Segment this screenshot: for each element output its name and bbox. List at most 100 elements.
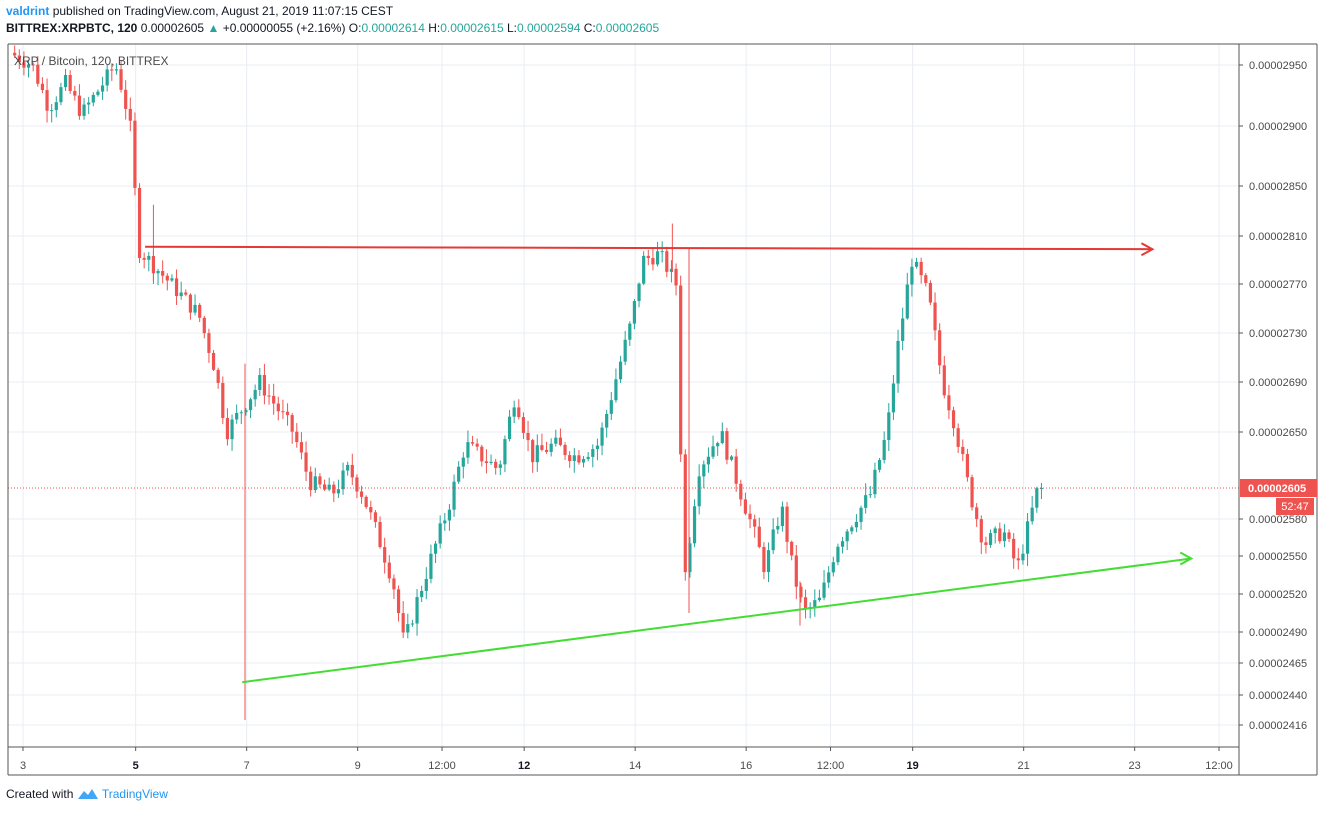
candle-body [276, 403, 280, 412]
candle-body [68, 75, 72, 91]
candle-body [956, 428, 960, 447]
candle [720, 422, 724, 445]
candle [193, 294, 197, 316]
candle [54, 96, 58, 118]
candle-body [605, 413, 609, 428]
candle-body [919, 261, 923, 276]
candle [207, 328, 211, 363]
candle [489, 454, 493, 465]
candle [341, 462, 345, 495]
x-tick-label: 21 [1018, 760, 1030, 772]
candle [632, 299, 637, 330]
candle-body [743, 499, 748, 514]
candle [512, 400, 516, 424]
candle [369, 500, 373, 520]
candle-body [494, 461, 498, 468]
candle-body [258, 375, 262, 391]
candle-body [864, 495, 868, 508]
candle-body [378, 521, 382, 548]
candle-body [961, 446, 965, 455]
candle [711, 435, 715, 460]
candle [221, 376, 225, 424]
y-tick-label: 0.00002950 [1249, 60, 1307, 72]
candle-body [304, 452, 308, 472]
candle [433, 540, 438, 564]
candle-body [336, 489, 341, 494]
candle-body [96, 91, 100, 95]
candle [262, 363, 267, 405]
candle-body [938, 330, 942, 366]
candle-body [517, 407, 521, 418]
candle [77, 84, 82, 120]
candle-body [369, 507, 373, 513]
candle [281, 399, 285, 420]
candle [951, 406, 956, 437]
x-tick-label: 12 [518, 760, 530, 772]
candle-body [993, 528, 997, 534]
y-tick-label: 0.00002770 [1249, 279, 1307, 291]
candle [544, 441, 549, 454]
candle [572, 448, 576, 473]
candle-body [905, 284, 909, 319]
candle-body [415, 597, 419, 624]
candle-body [105, 69, 109, 86]
countdown-badge [1276, 498, 1314, 515]
candle [364, 495, 368, 509]
candle-body [739, 483, 743, 500]
candle [655, 241, 660, 267]
candle-body [984, 542, 988, 545]
candle-body [420, 590, 424, 598]
candle-body [558, 437, 563, 445]
candle [470, 435, 475, 446]
candle [956, 423, 960, 453]
candle [1025, 512, 1030, 566]
candle [549, 438, 553, 457]
candle-body [484, 461, 489, 464]
candle [40, 77, 45, 94]
support-arrow-icon [1179, 551, 1194, 566]
grid [8, 44, 1239, 747]
candle-body [13, 52, 17, 56]
candle-body [790, 541, 794, 556]
candle [540, 433, 544, 452]
created-with-label: Created with [6, 787, 74, 801]
publisher-name[interactable]: valdrint [6, 4, 50, 18]
candle [230, 414, 234, 451]
candle [22, 51, 26, 76]
candle [36, 56, 40, 87]
candle-body [771, 529, 775, 551]
candle [780, 501, 785, 532]
x-tick-label: 16 [740, 760, 752, 772]
candle-body [392, 578, 396, 590]
high-label: H: [428, 21, 441, 35]
candle-body [970, 477, 974, 508]
candle-body [267, 395, 271, 397]
candle [1030, 496, 1034, 525]
candle [91, 92, 95, 107]
candle [355, 474, 359, 499]
candle [877, 457, 882, 473]
chart-title: XRP / Bitcoin, 120, BITTREX [14, 54, 169, 68]
candle-body [577, 455, 581, 463]
candle-body [137, 187, 142, 258]
candle-body [110, 69, 114, 71]
candle [447, 504, 452, 531]
candle-body [216, 369, 220, 383]
candle [1007, 529, 1011, 543]
candle [1035, 486, 1039, 513]
candle-body [128, 108, 132, 121]
candle [595, 438, 600, 461]
candle-body [609, 400, 613, 414]
candle [729, 455, 734, 462]
candle [623, 330, 627, 366]
tradingview-brand[interactable]: TradingView [101, 787, 168, 801]
candle [272, 383, 276, 415]
candle [521, 412, 526, 440]
candle-body [396, 589, 401, 614]
candle [669, 260, 674, 283]
candle-body [665, 251, 669, 272]
candle-body [836, 546, 840, 563]
candle-body [586, 456, 590, 459]
x-tick-label: 3 [20, 760, 26, 772]
